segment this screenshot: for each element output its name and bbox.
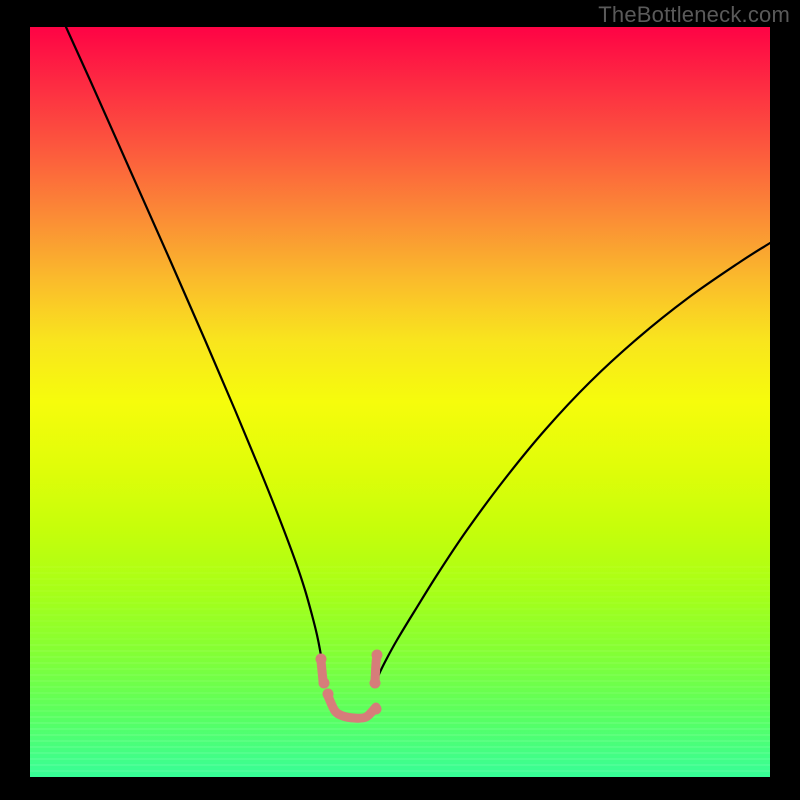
- chart-container: TheBottleneck.com: [0, 0, 800, 800]
- watermark-text: TheBottleneck.com: [598, 2, 790, 28]
- bottleneck-chart: [0, 0, 800, 800]
